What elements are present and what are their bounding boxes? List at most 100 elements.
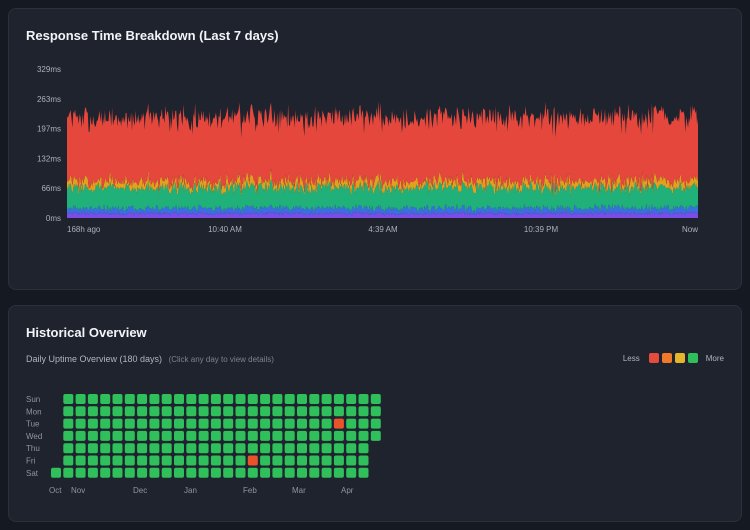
uptime-day-cell[interactable] [247,394,258,404]
uptime-day-cell[interactable] [100,418,111,429]
uptime-day-cell[interactable] [235,455,246,466]
uptime-day-cell[interactable] [223,418,234,429]
uptime-day-cell[interactable] [297,406,307,417]
uptime-day-cell[interactable] [309,406,320,417]
uptime-day-cell[interactable] [260,443,271,454]
uptime-day-cell[interactable] [297,455,307,466]
uptime-day-cell[interactable] [272,394,283,404]
uptime-day-cell[interactable] [247,443,258,454]
uptime-day-cell[interactable] [124,455,135,466]
uptime-day-cell[interactable] [174,406,184,417]
uptime-day-cell[interactable] [346,394,357,404]
uptime-day-cell[interactable] [235,443,246,454]
uptime-day-cell[interactable] [321,467,332,478]
uptime-day-cell[interactable] [112,406,123,417]
uptime-day-cell[interactable] [87,406,98,417]
uptime-day-cell[interactable] [198,455,209,466]
uptime-day-cell[interactable] [260,394,271,404]
uptime-day-cell[interactable] [161,430,172,441]
uptime-day-cell[interactable] [186,394,197,404]
uptime-day-cell[interactable] [297,467,307,478]
uptime-day-cell[interactable] [161,406,172,417]
uptime-day-cell[interactable] [284,418,295,429]
uptime-day-cell[interactable] [137,406,148,417]
uptime-day-cell[interactable] [137,430,148,441]
uptime-day-cell[interactable] [174,443,184,454]
uptime-day-cell[interactable] [223,455,234,466]
uptime-day-cell[interactable] [149,443,160,454]
uptime-day-cell[interactable] [210,467,221,478]
uptime-day-cell[interactable] [198,418,209,429]
uptime-day-cell[interactable] [297,430,307,441]
uptime-day-cell[interactable] [137,467,148,478]
uptime-day-cell[interactable] [63,467,74,478]
uptime-day-cell[interactable] [198,443,209,454]
uptime-day-cell[interactable] [247,418,258,429]
uptime-day-cell[interactable] [321,406,332,417]
uptime-day-cell[interactable] [149,406,160,417]
uptime-day-cell[interactable] [333,394,344,404]
uptime-day-cell[interactable] [309,443,320,454]
uptime-day-cell[interactable] [198,394,209,404]
uptime-day-cell[interactable] [333,467,344,478]
uptime-day-cell[interactable] [186,443,197,454]
uptime-day-cell[interactable] [272,443,283,454]
uptime-day-cell[interactable] [149,418,160,429]
uptime-day-cell[interactable] [297,443,307,454]
uptime-day-cell[interactable] [149,394,160,404]
uptime-day-cell[interactable] [137,443,148,454]
uptime-day-cell[interactable] [149,430,160,441]
uptime-day-cell[interactable] [112,418,123,429]
uptime-day-cell[interactable] [309,394,320,404]
uptime-day-cell[interactable] [100,394,111,404]
uptime-day-cell[interactable] [284,430,295,441]
uptime-day-cell[interactable] [87,430,98,441]
uptime-day-cell[interactable] [186,418,197,429]
uptime-day-cell[interactable] [124,418,135,429]
uptime-day-cell[interactable] [346,467,357,478]
uptime-day-cell[interactable] [321,455,332,466]
uptime-day-cell[interactable] [210,430,221,441]
uptime-day-cell[interactable] [210,455,221,466]
uptime-day-cell[interactable] [210,394,221,404]
uptime-day-cell[interactable] [358,467,369,478]
uptime-day-cell[interactable] [272,455,283,466]
uptime-day-cell[interactable] [161,467,172,478]
uptime-day-cell[interactable] [321,443,332,454]
uptime-day-cell[interactable] [75,406,86,417]
uptime-day-cell[interactable] [297,418,307,429]
uptime-day-cell[interactable] [198,430,209,441]
uptime-day-cell[interactable] [100,467,111,478]
uptime-day-cell[interactable] [75,443,86,454]
uptime-day-cell[interactable] [333,430,344,441]
uptime-day-cell[interactable] [63,430,74,441]
uptime-day-cell[interactable] [309,467,320,478]
uptime-day-cell[interactable] [309,430,320,441]
uptime-day-cell[interactable] [284,455,295,466]
uptime-day-cell[interactable] [112,430,123,441]
uptime-day-cell[interactable] [124,430,135,441]
uptime-day-cell[interactable] [223,406,234,417]
uptime-day-cell[interactable] [198,406,209,417]
uptime-day-cell[interactable] [358,406,369,417]
uptime-day-cell[interactable] [124,443,135,454]
uptime-day-cell[interactable] [87,455,98,466]
uptime-day-cell[interactable] [87,443,98,454]
uptime-day-cell[interactable] [247,467,258,478]
uptime-day-cell[interactable] [174,430,184,441]
uptime-day-cell[interactable] [223,467,234,478]
uptime-day-cell[interactable] [210,418,221,429]
uptime-day-cell[interactable] [75,394,86,404]
uptime-day-cell[interactable] [186,467,197,478]
uptime-day-cell[interactable] [284,394,295,404]
uptime-day-cell[interactable] [63,406,74,417]
uptime-day-cell[interactable] [284,443,295,454]
uptime-day-cell[interactable] [346,430,357,441]
uptime-day-cell[interactable] [174,455,184,466]
uptime-day-cell[interactable] [333,418,344,429]
uptime-day-cell[interactable] [358,430,369,441]
uptime-day-cell[interactable] [309,418,320,429]
uptime-day-cell[interactable] [124,467,135,478]
uptime-day-cell[interactable] [223,430,234,441]
uptime-day-cell[interactable] [346,443,357,454]
